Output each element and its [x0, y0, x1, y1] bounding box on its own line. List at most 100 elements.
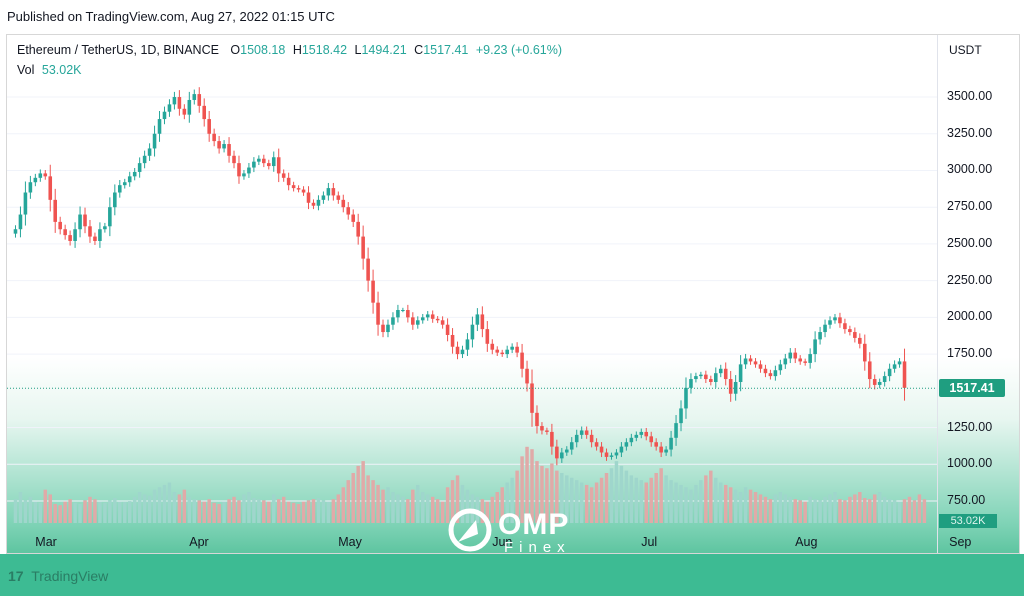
candle-body: [376, 302, 380, 325]
tradingview-brand[interactable]: 17 TradingView: [8, 568, 108, 584]
volume-bar: [98, 501, 102, 523]
candle: [93, 232, 97, 245]
candle: [515, 342, 519, 358]
candle: [684, 377, 688, 419]
candle: [485, 321, 490, 352]
volume-bar: [798, 500, 802, 523]
candle: [88, 219, 92, 243]
volume-bar: [560, 473, 564, 523]
candle-body: [470, 324, 475, 340]
candle: [78, 206, 82, 238]
candle-body: [396, 310, 400, 318]
candlestick-plot[interactable]: [7, 35, 937, 554]
symbol-name[interactable]: Ethereum / TetherUS, 1D, BINANCE: [17, 43, 219, 57]
candle-body: [162, 111, 167, 120]
candle: [371, 269, 375, 314]
candle-body: [813, 339, 817, 355]
open-value: 1508.18: [240, 43, 286, 57]
chart-frame[interactable]: Ethereum / TetherUS, 1D, BINANCE O1508.1…: [6, 34, 1020, 554]
candle: [763, 364, 768, 378]
volume-bar: [291, 502, 296, 523]
candle: [58, 216, 62, 235]
candle-body: [127, 176, 132, 183]
price-axis[interactable]: [937, 35, 1019, 553]
currency-unit[interactable]: USDT: [949, 43, 982, 57]
candle: [609, 452, 614, 460]
candle: [257, 155, 261, 166]
candle: [381, 319, 385, 338]
volume-bar: [406, 499, 410, 523]
candle: [619, 442, 624, 458]
volume-bar: [689, 489, 693, 523]
volume-bar: [376, 484, 380, 523]
volume-bar: [38, 502, 43, 523]
x-tick-label: May: [338, 535, 362, 549]
volume-bar: [887, 499, 892, 523]
candle-body: [897, 361, 902, 365]
candle-body: [430, 314, 435, 319]
candle: [247, 162, 251, 178]
x-tick-label: Mar: [35, 535, 57, 549]
volume-bar: [416, 484, 420, 523]
candle: [564, 446, 569, 456]
candle: [73, 222, 77, 248]
volume-bar: [872, 494, 877, 523]
volume-bar: [589, 487, 594, 523]
candle: [202, 98, 207, 127]
candle: [743, 353, 748, 369]
candle: [495, 346, 500, 356]
candle-body: [520, 352, 524, 369]
candle-body: [401, 310, 405, 312]
candle: [862, 334, 867, 371]
top-bar: Published on TradingView.com, Aug 27, 20…: [0, 0, 1024, 34]
volume-bar: [331, 499, 336, 523]
tradingview-label: TradingView: [31, 568, 109, 584]
candle-body: [634, 434, 639, 438]
candle: [440, 316, 445, 329]
candle: [778, 359, 783, 375]
candle-body: [495, 349, 500, 353]
volume-bar: [386, 487, 390, 523]
volume-bar: [743, 487, 748, 523]
candle: [783, 353, 788, 369]
volume-bar: [803, 501, 807, 523]
candle-body: [38, 173, 43, 178]
candle: [793, 348, 798, 364]
candle-body: [366, 258, 370, 281]
candle-body: [773, 370, 778, 377]
candle: [341, 194, 346, 213]
candle: [38, 169, 43, 182]
candle-body: [500, 352, 505, 355]
volume-bar: [684, 487, 688, 523]
omp-finex-watermark: OMP Finex: [448, 508, 588, 560]
candle-body: [763, 368, 768, 374]
candle-body: [242, 173, 246, 177]
volume-bar: [306, 500, 311, 523]
volume-bar: [609, 468, 614, 523]
volume-bar: [545, 468, 549, 523]
candle-body: [391, 317, 395, 325]
volume-bar: [445, 487, 450, 523]
candle: [276, 148, 281, 183]
candle-body: [480, 314, 485, 330]
volume-bar: [321, 500, 326, 523]
candle: [227, 137, 231, 163]
candle-body: [425, 314, 430, 318]
candle-body: [629, 437, 634, 443]
candle-body: [490, 343, 495, 350]
volume-bar: [753, 492, 758, 523]
candle-body: [649, 436, 654, 443]
candle-body: [505, 349, 509, 355]
candle-body: [455, 346, 460, 355]
candle: [177, 90, 182, 116]
candle-body: [614, 452, 619, 456]
candle-body: [73, 229, 77, 241]
candle: [266, 159, 271, 170]
volume-bar: [515, 470, 519, 523]
candle-body: [445, 324, 450, 335]
candle: [500, 349, 505, 357]
candle: [455, 341, 460, 360]
volume-bar: [396, 494, 400, 523]
candle-body: [584, 430, 589, 435]
volume-bar: [435, 499, 440, 523]
